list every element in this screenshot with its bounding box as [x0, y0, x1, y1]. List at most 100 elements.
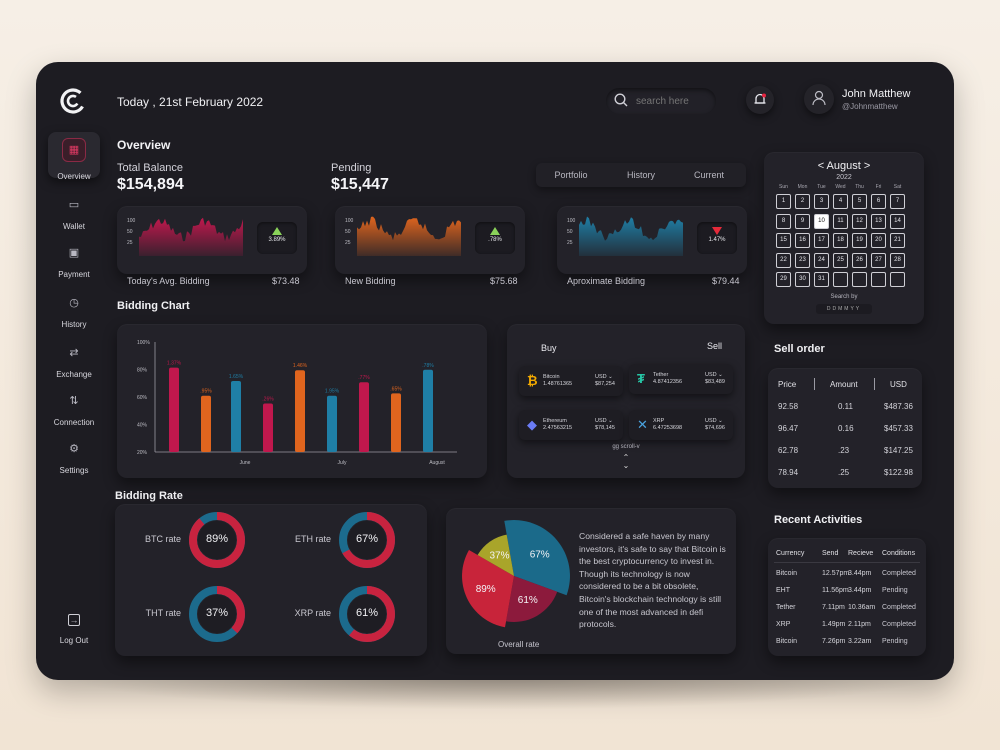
- activity-cell: 7.11pm: [822, 604, 845, 611]
- calendar-day[interactable]: 19: [852, 233, 867, 248]
- bitcoin-description: Considered a safe haven by many investor…: [579, 531, 726, 630]
- search-input[interactable]: [636, 93, 710, 109]
- sell-cell: 96.47: [778, 424, 799, 433]
- calendar-day[interactable]: 17: [814, 233, 829, 248]
- calendar-day[interactable]: 21: [890, 233, 905, 248]
- calendar-day[interactable]: 7: [890, 194, 905, 209]
- search-box[interactable]: [606, 88, 716, 114]
- overall-pie-chart: 67% 61% 89% 37%: [462, 520, 570, 628]
- calendar-day[interactable]: 24: [814, 252, 829, 268]
- calendar-day[interactable]: 15: [776, 233, 791, 248]
- logout-label: Log Out: [59, 636, 89, 645]
- calendar-day[interactable]: 6: [871, 194, 886, 209]
- search-option[interactable]: Y: [855, 306, 862, 312]
- clock-icon: ◷: [69, 297, 79, 309]
- calendar-day[interactable]: 14: [890, 213, 905, 229]
- calendar-day[interactable]: 4: [833, 194, 848, 209]
- calendar-day[interactable]: [890, 272, 905, 287]
- tab-current[interactable]: Current: [693, 170, 724, 180]
- coin-card[interactable]: ✕ XRP 6.47253698 USD ⌄ $74,696: [629, 410, 733, 440]
- sidebar-item-label: Exchange: [56, 370, 92, 379]
- calendar-day[interactable]: 27: [871, 252, 886, 268]
- calendar-day[interactable]: 31: [814, 272, 829, 287]
- activities-header: Conditions: [882, 550, 916, 557]
- buy-tab[interactable]: Buy: [541, 343, 557, 353]
- coin-card[interactable]: ₿ Bitcoin 1.48761365 USD ⌄ $87,254: [519, 366, 623, 396]
- sidebar-item-wallet[interactable]: ▭ Wallet: [48, 194, 100, 240]
- rate-label: ETH rate: [294, 534, 331, 544]
- calendar-day[interactable]: 23: [795, 252, 810, 268]
- search-option[interactable]: D: [826, 306, 833, 312]
- activities-header: Currency: [776, 550, 805, 557]
- calendar-search-options[interactable]: DDMMYY: [816, 304, 872, 314]
- search-option[interactable]: M: [844, 306, 851, 312]
- scroll-label: gg scroll-v: [612, 444, 640, 450]
- calendar-day[interactable]: 25: [833, 252, 848, 268]
- sidebar-item-overview[interactable]: ▦ Overview: [48, 132, 100, 181]
- logout-button[interactable]: → Log Out: [48, 610, 100, 656]
- calendar-day[interactable]: 13: [871, 213, 886, 229]
- mini-card-new-bidding[interactable]: 100 50 25 .78%: [335, 206, 525, 274]
- axis-tick-label: 100: [345, 218, 354, 224]
- calendar-day[interactable]: 2: [795, 194, 810, 209]
- calendar-day[interactable]: 8: [776, 213, 791, 229]
- coin-amount: 6.47253698: [653, 425, 683, 431]
- calendar-day[interactable]: 28: [890, 252, 905, 268]
- calendar-day[interactable]: [871, 272, 886, 287]
- activity-cell: Completed: [882, 604, 916, 611]
- calendar-month[interactable]: < August >: [817, 160, 871, 172]
- avatar[interactable]: [804, 84, 834, 114]
- calendar-day[interactable]: 11: [833, 213, 848, 229]
- calendar-day[interactable]: 18: [833, 233, 848, 248]
- coin-card[interactable]: ◆ Ethereum 2.47563215 USD ⌄ $78,145: [519, 410, 623, 440]
- mini-card-approx-bidding[interactable]: 100 50 25 1.47%: [557, 206, 747, 274]
- x-tick-label: July: [338, 460, 347, 466]
- search-option[interactable]: D: [832, 306, 839, 312]
- activity-cell: 2.11pm: [848, 621, 871, 628]
- sidebar-item-connection[interactable]: ⇅ Connection: [48, 390, 100, 436]
- bar: [423, 369, 433, 452]
- calendar-day[interactable]: 3: [814, 194, 829, 209]
- weekday-label: Sat: [893, 184, 902, 190]
- sidebar-item-history[interactable]: ◷ History: [48, 292, 100, 338]
- bar: [263, 403, 273, 452]
- calendar-day[interactable]: 30: [795, 272, 810, 287]
- mini-card-value: $73.48: [272, 276, 300, 286]
- search-option[interactable]: M: [838, 306, 845, 312]
- sidebar-item-payment[interactable]: ▣ Payment: [48, 242, 100, 288]
- coin-card[interactable]: ₮ Tether 4.87412356 USD ⌄ $83,489: [629, 364, 733, 394]
- calendar-day[interactable]: 29: [776, 272, 791, 287]
- calendar-day[interactable]: [833, 272, 848, 287]
- logo-icon[interactable]: [58, 86, 88, 116]
- user-handle: @Johnmatthew: [842, 102, 898, 111]
- calendar-day[interactable]: 16: [795, 233, 810, 248]
- tab-portfolio[interactable]: Portfolio: [554, 170, 588, 180]
- calendar-day[interactable]: [852, 272, 867, 287]
- calendar-day[interactable]: 20: [871, 233, 886, 248]
- rate-value: 37%: [205, 607, 229, 619]
- xrp-icon: ✕: [637, 417, 648, 432]
- overall-rate-card: 67% 61% 89% 37% Overall rate Considered a s…: [446, 508, 736, 654]
- sell-cell: $122.98: [884, 468, 913, 477]
- search-option[interactable]: Y: [850, 306, 856, 312]
- calendar-day[interactable]: 1: [776, 194, 791, 209]
- calendar-day[interactable]: 26: [852, 252, 867, 268]
- calendar-day[interactable]: 10: [814, 213, 829, 229]
- calendar-day[interactable]: 5: [852, 194, 867, 209]
- notification-button[interactable]: [746, 86, 774, 114]
- calendar-day[interactable]: 22: [776, 252, 791, 268]
- calendar-day[interactable]: 12: [852, 213, 867, 229]
- up-arrow-icon: [490, 227, 500, 235]
- rate-label: XRP rate: [294, 608, 331, 618]
- scroll-vertical-icon[interactable]: ⌃ ⌄: [622, 453, 630, 470]
- y-tick-label: 20%: [137, 450, 148, 456]
- bar-data-label: 1.37%: [167, 361, 182, 367]
- mini-card-avg-bidding[interactable]: 100 50 25 3.89%: [117, 206, 307, 274]
- sidebar-item-exchange[interactable]: ⇄ Exchange: [48, 342, 100, 388]
- sell-tab[interactable]: Sell: [707, 341, 723, 351]
- calendar-day[interactable]: 9: [795, 213, 810, 229]
- mini-area-chart: 100 50 25: [567, 216, 683, 256]
- bar-data-label: 1.46%: [293, 363, 308, 369]
- tab-history[interactable]: History: [626, 170, 655, 180]
- sidebar-item-settings[interactable]: ⚙ Settings: [48, 438, 100, 484]
